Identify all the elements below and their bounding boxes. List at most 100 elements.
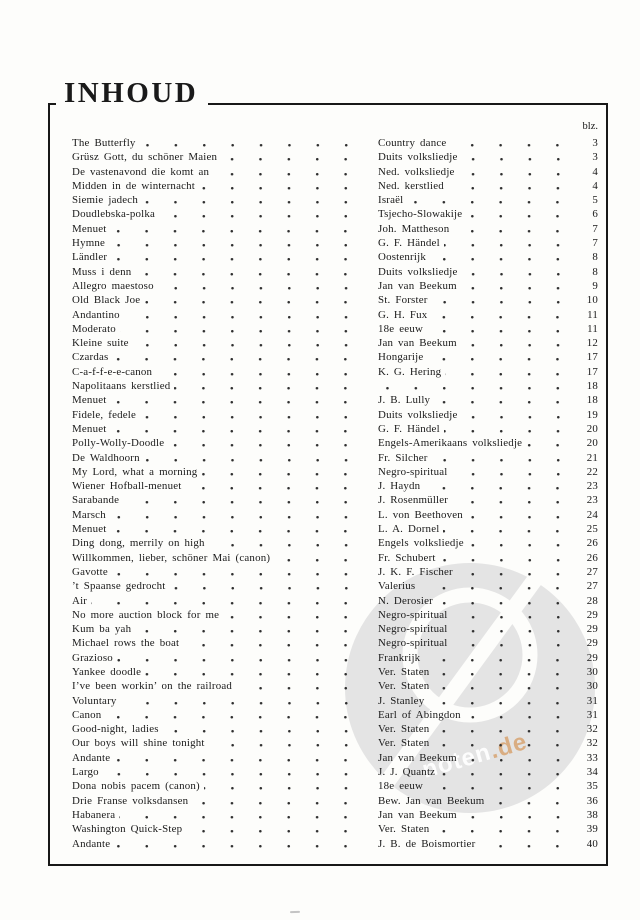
source-cell: Earl of Abingdon (378, 707, 574, 723)
page-number: 28 (586, 594, 598, 607)
piece-source: Ver. Staten (378, 823, 430, 836)
source-cell: G. F. Händel (378, 236, 574, 251)
dot-leader (433, 679, 574, 694)
dot-leader (434, 393, 574, 408)
source-cell: Jan van Beekum (378, 807, 574, 823)
piece-source: Ned. volksliedje (378, 165, 455, 178)
piece-title: Old Black Joe (72, 294, 141, 307)
table-row: Menuet L. A. Dornel 25 (72, 522, 598, 537)
piece-source: G. F. Händel (378, 422, 440, 435)
piece-source: Duits volksliedje (378, 265, 458, 278)
dot-leader (236, 679, 362, 694)
dot-leader (437, 593, 574, 608)
dot-leader (451, 464, 574, 480)
piece-source: G. F. Händel (378, 237, 440, 250)
dot-leader (156, 364, 362, 380)
source-cell: Negro-spiritual (378, 636, 574, 651)
dot-leader (452, 493, 574, 508)
title-cell: De vastenavond die komt an (72, 164, 378, 179)
piece-title: My Lord, what a morning (72, 465, 198, 478)
piece-title: Michael rows the boat (72, 637, 180, 650)
piece-source: Ver. Staten (378, 680, 430, 693)
piece-title: Grazioso (72, 651, 113, 664)
table-row: Kum ba yah Negro-spiritual 29 (72, 622, 598, 637)
piece-title: Washington Quick-Step (72, 823, 183, 836)
table-row: Andante Jan van Beekum 33 (72, 750, 598, 766)
piece-source: Valerius (378, 580, 416, 593)
piece-source: Frankrijk (378, 651, 421, 664)
piece-source: L. A. Dornel (378, 523, 440, 536)
dot-leader (424, 479, 574, 494)
dot-leader (488, 793, 574, 808)
piece-source: Negro-spiritual (378, 637, 448, 650)
page-number: 3 (592, 137, 598, 149)
table-row: Marsch L. von Beethoven 24 (72, 507, 598, 523)
source-cell: L. von Beethoven (378, 507, 574, 523)
dot-leader (102, 765, 362, 780)
piece-title: Menuet (72, 422, 107, 435)
dot-leader (439, 765, 574, 780)
dot-leader (186, 822, 362, 837)
dot-leader (433, 722, 574, 737)
page-number: 21 (586, 451, 598, 464)
dot-leader (439, 550, 574, 565)
dot-leader (456, 564, 574, 580)
dot-leader (431, 307, 574, 322)
page-number: 19 (586, 408, 598, 421)
piece-source: Fr. Schubert (378, 551, 436, 564)
page-number: 30 (586, 680, 598, 693)
piece-title: Dona nobis pacem (canon) (72, 780, 200, 793)
source-cell (378, 379, 574, 394)
piece-title: Marsch (72, 508, 106, 521)
title-cell: ’t Spaanse gedrocht (72, 579, 378, 594)
source-cell: Duits volksliedje (378, 150, 574, 165)
dot-leader (105, 707, 362, 723)
table-row: Ländler Oostenrijk 8 (72, 250, 598, 265)
dot-leader (464, 707, 574, 723)
table-row: Hymne G. F. Händel 7 (72, 236, 598, 251)
piece-title: Drie Franse volksdansen (72, 794, 189, 807)
dot-leader (431, 293, 574, 308)
table-row: Good-night, ladies Ver. Staten 32 (72, 722, 598, 737)
title-cell: Moderato (72, 321, 378, 337)
piece-source: J. B. Lully (378, 394, 431, 407)
piece-title: Hymne (72, 237, 106, 250)
dot-leader (460, 807, 574, 823)
source-cell: Jan van Beekum (378, 750, 574, 766)
dot-leader (460, 278, 574, 294)
title-cell: No more auction block for me (72, 607, 378, 623)
title-cell: Good-night, ladies (72, 722, 378, 737)
dot-leader (208, 736, 362, 751)
piece-source: Fr. Silcher (378, 451, 428, 464)
table-row: De Waldhoorn Fr. Silcher 21 (72, 450, 598, 465)
dot-leader (443, 421, 574, 437)
page-number: 25 (586, 523, 598, 536)
source-cell: Duits volksliedje (378, 407, 574, 422)
source-cell: Joh. Mattheson (378, 221, 574, 237)
dot-leader (110, 393, 362, 408)
page-number: 26 (586, 537, 598, 550)
source-cell: Oostenrijk (378, 250, 574, 265)
piece-source: Engels-Amerikaans volksliedje (378, 437, 523, 450)
dot-leader (453, 221, 574, 237)
piece-source: L. von Beethoven (378, 508, 463, 521)
dot-leader (135, 622, 362, 637)
dot-leader (451, 607, 574, 623)
dot-leader (447, 178, 574, 194)
dot-leader (119, 321, 362, 337)
dot-leader (157, 278, 362, 294)
page-number: 12 (586, 337, 598, 350)
dot-leader (461, 264, 574, 279)
page-number: 4 (592, 179, 598, 192)
dot-leader (424, 650, 574, 665)
piece-title: Midden in de winternacht (72, 179, 196, 192)
source-cell: Country dance (378, 136, 574, 151)
dot-leader (111, 564, 362, 580)
dot-leader (450, 136, 574, 151)
title-cell: C-a-f-f-e-e-canon (72, 364, 378, 380)
dot-leader (223, 607, 362, 623)
source-cell: Ver. Staten (378, 664, 574, 680)
piece-source: Negro-spiritual (378, 465, 448, 478)
dot-leader (433, 664, 574, 680)
page-number: 24 (586, 508, 598, 521)
